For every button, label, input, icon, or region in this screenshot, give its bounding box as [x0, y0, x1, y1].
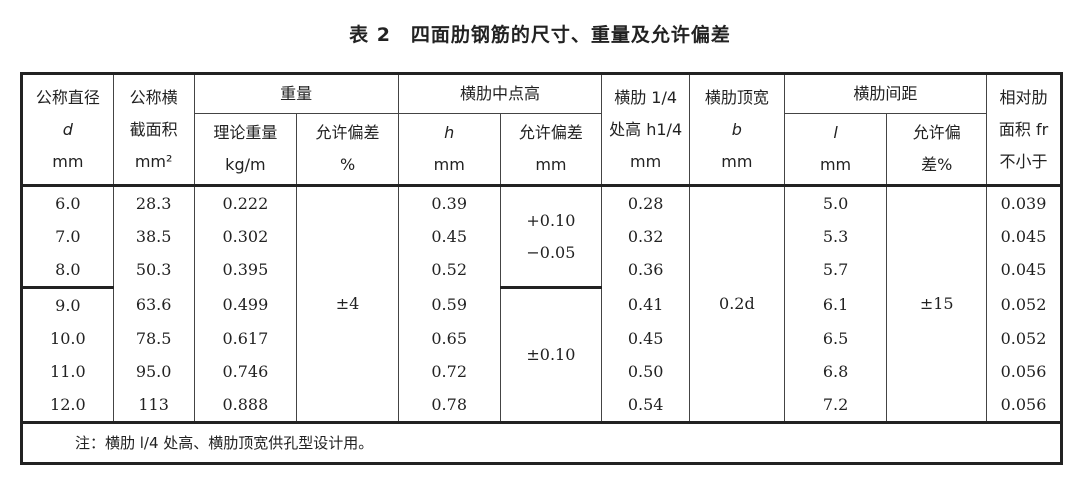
cell-fr: 0.052	[986, 322, 1062, 355]
table-row: 12.0 113 0.888 0.78 0.54 7.2 0.056	[21, 388, 1062, 423]
cell-weight: 0.395	[193, 253, 298, 288]
header-h14: 横肋 1/4 处高 h1/4 mm	[601, 73, 691, 186]
table-row: 6.0 28.3 0.222 ±4 0.39 +0.10 −0.05 0.28 0.2d 5.0 ±…	[21, 184, 1062, 423]
cell-h: 0.72	[397, 355, 501, 388]
cell-fr: 0.056	[986, 388, 1062, 423]
table-note: 注：横肋 l/4 处高、横肋顶宽供孔型设计用。	[21, 421, 1062, 465]
header-fr: 相对肋 面积 fr 不小于	[986, 73, 1062, 186]
table-row: 9.0 63.6 0.499 0.59 ±0.10 0.41 6.1 0.052	[21, 286, 1062, 423]
cell-diameter: 10.0	[21, 322, 114, 355]
header-weight-tol: 允许偏差%	[296, 113, 399, 186]
cell-l: 5.0	[783, 184, 888, 220]
rebar-dimension-table: 公称直径 d mm 公称横 截面积 mm² 重量 横肋中点高 横肋 1/4 处高 h1/4…	[20, 72, 1063, 465]
cell-weight: 0.499	[193, 287, 298, 322]
cell-weight-tolerance: ±4	[296, 184, 399, 423]
cell-fr: 0.039	[986, 184, 1062, 220]
cell-h: 0.78	[397, 388, 501, 423]
cell-weight: 0.888	[193, 388, 298, 423]
cell-h14: 0.28	[601, 184, 691, 220]
cell-h: 0.52	[397, 253, 501, 288]
header-rib-mid-height: 横肋中点高	[397, 73, 603, 114]
header-b: 横肋顶宽 b mm	[689, 73, 785, 186]
cell-l: 6.8	[783, 355, 888, 388]
cell-h14: 0.36	[601, 253, 691, 288]
table-row: 10.0 78.5 0.617 0.65 0.45 6.5 0.052	[21, 322, 1062, 355]
header-row-2: 理论重量 kg/m 允许偏差% h mm 允许偏差 mm l mm 允许偏 差%	[22, 113, 1062, 186]
cell-b: 0.2d	[689, 184, 785, 423]
header-spacing: 横肋间距	[783, 73, 988, 114]
table-body: 6.0 28.3 0.222 ±4 0.39 +0.10 −0.05 0.28 0.2d 5.0 ±…	[21, 184, 1062, 423]
cell-h: 0.45	[397, 220, 501, 253]
cell-area: 38.5	[112, 220, 195, 253]
cell-l: 7.2	[783, 388, 888, 423]
cell-fr: 0.056	[986, 355, 1062, 388]
header-row-1: 公称直径 d mm 公称横 截面积 mm² 重量 横肋中点高 横肋 1/4 处高 h1/4…	[21, 73, 1062, 186]
cell-area: 113	[112, 388, 195, 423]
cell-weight: 0.222	[193, 184, 298, 220]
cell-weight: 0.302	[193, 220, 298, 253]
header-weight-theory: 理论重量 kg/m	[193, 113, 298, 186]
note-row: 注：横肋 l/4 处高、横肋顶宽供孔型设计用。	[21, 421, 1062, 465]
cell-h14: 0.54	[601, 388, 691, 423]
header-l: l mm	[783, 113, 888, 186]
table-row: 11.0 95.0 0.746 0.72 0.50 6.8 0.056	[21, 355, 1062, 388]
cell-l: 5.3	[783, 220, 888, 253]
cell-area: 78.5	[112, 322, 195, 355]
cell-diameter: 11.0	[21, 355, 114, 388]
cell-area: 63.6	[112, 287, 195, 322]
cell-fr: 0.052	[986, 287, 1062, 322]
cell-diameter: 6.0	[21, 184, 114, 220]
header-h: h mm	[397, 113, 501, 186]
cell-l: 6.1	[783, 287, 888, 322]
cell-weight: 0.617	[193, 322, 298, 355]
cell-weight: 0.746	[193, 355, 298, 388]
cell-diameter: 12.0	[21, 388, 114, 423]
cell-diameter: 9.0	[21, 287, 114, 322]
cell-diameter: 7.0	[21, 220, 114, 253]
cell-h: 0.59	[397, 287, 501, 322]
cell-fr: 0.045	[986, 253, 1062, 288]
cell-h: 0.39	[397, 184, 501, 220]
cell-area: 50.3	[112, 253, 195, 288]
table-title: 表 2 四面肋钢筋的尺寸、重量及允许偏差	[349, 24, 731, 46]
table-row: 8.0 50.3 0.395 0.52 0.36 5.7 0.045	[21, 253, 1062, 289]
header-h-tol: 允许偏差 mm	[499, 113, 603, 186]
cell-h: 0.65	[397, 322, 501, 355]
table-row: 7.0 38.5 0.302 0.45 0.32 5.3 0.045	[21, 220, 1062, 253]
cell-h-tolerance-large: ±0.10	[499, 286, 603, 423]
cell-h-tolerance-small: +0.10 −0.05	[499, 184, 603, 288]
cell-area: 95.0	[112, 355, 195, 388]
header-d: 公称直径 d mm	[21, 73, 114, 186]
header-weight: 重量	[193, 73, 399, 114]
cell-area: 28.3	[112, 184, 195, 220]
cell-l: 5.7	[783, 253, 888, 288]
cell-h14: 0.50	[601, 355, 691, 388]
header-area: 公称横 截面积 mm²	[112, 73, 195, 186]
cell-h14: 0.32	[601, 220, 691, 253]
cell-fr: 0.045	[986, 220, 1062, 253]
cell-h14: 0.41	[601, 287, 691, 322]
cell-l-tolerance: ±15	[886, 184, 988, 423]
cell-diameter: 8.0	[21, 253, 114, 289]
header-l-tol: 允许偏 差%	[886, 113, 988, 186]
cell-l: 6.5	[783, 322, 888, 355]
cell-h14: 0.45	[601, 322, 691, 355]
